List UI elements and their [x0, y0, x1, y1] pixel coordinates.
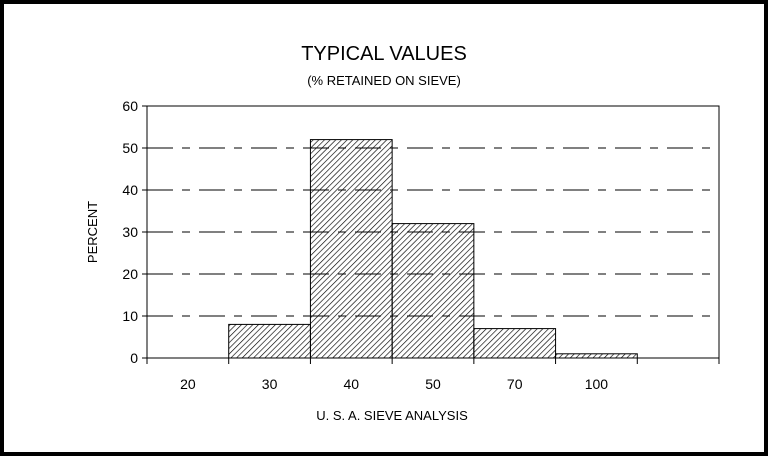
bar-50: [391, 223, 475, 359]
y-tick-label: 60: [122, 98, 138, 114]
x-tick-label: 50: [425, 376, 441, 392]
bar-70: [473, 328, 557, 359]
y-axis-label: PERCENT: [85, 201, 100, 263]
chart-subtitle: (% RETAINED ON SIEVE): [307, 73, 461, 88]
x-axis-label: U. S. A. SIEVE ANALYSIS: [316, 408, 468, 423]
y-tick-label: 20: [122, 266, 138, 282]
bar-40: [309, 139, 393, 359]
y-tick-label: 0: [130, 350, 138, 366]
axes: [142, 105, 720, 364]
bar-100: [555, 353, 638, 359]
y-tick-label: 30: [122, 224, 138, 240]
x-tick-labels: 20 30 40 50 70 100: [180, 376, 608, 392]
x-tick-label: 100: [585, 376, 609, 392]
y-tick-label: 50: [122, 140, 138, 156]
chart-title: TYPICAL VALUES: [301, 43, 467, 65]
x-tick-label: 30: [262, 376, 278, 392]
bar-30: [228, 323, 311, 359]
bars: [228, 139, 638, 359]
y-tick-label: 10: [122, 308, 138, 324]
x-tick-label: 70: [507, 376, 523, 392]
x-tick-label: 40: [343, 376, 359, 392]
y-tick-labels: 0 10 20 30 40 50 60: [122, 98, 138, 366]
x-tick-label: 20: [180, 376, 196, 392]
y-tick-label: 40: [122, 182, 138, 198]
